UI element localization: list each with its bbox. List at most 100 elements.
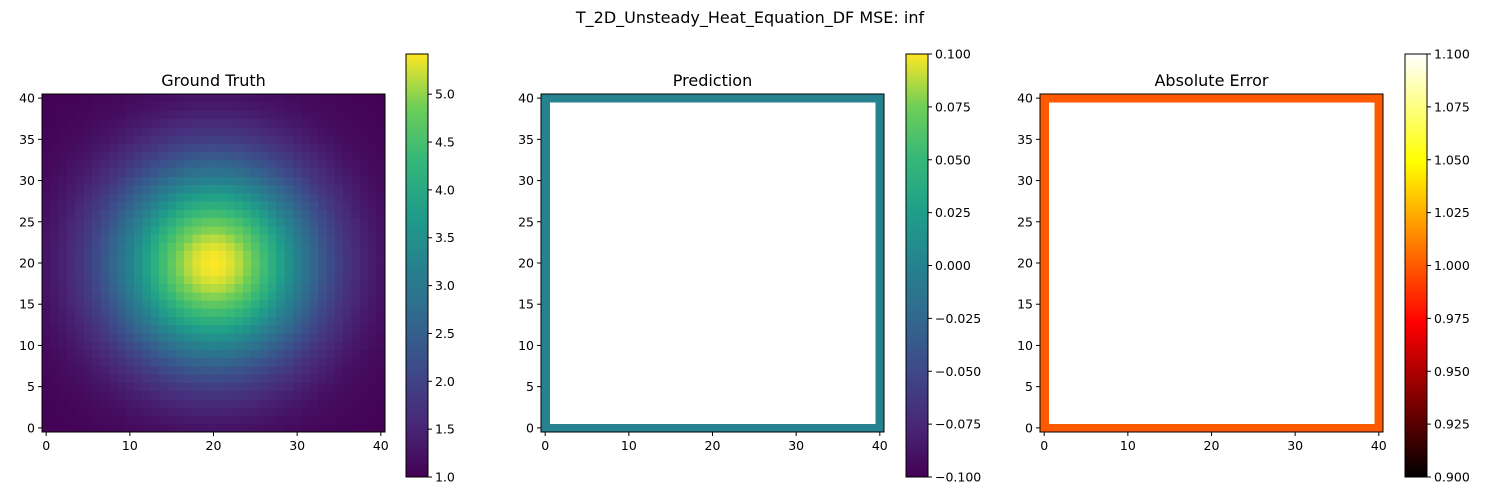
heatmap-cell <box>175 184 185 194</box>
heatmap-cell <box>192 415 202 425</box>
heatmap-cell <box>1040 102 1049 111</box>
heatmap-cell <box>234 382 244 392</box>
heatmap-cell <box>368 201 378 210</box>
heatmap-cell <box>368 242 378 252</box>
heatmap-cell <box>276 250 286 260</box>
heatmap-cell <box>1115 423 1125 433</box>
heatmap-cell <box>75 275 85 285</box>
heatmap-cell <box>309 192 319 202</box>
heatmap-cell <box>368 267 378 276</box>
heatmap-cell <box>200 366 210 375</box>
heatmap-cell <box>159 258 168 268</box>
heatmap-cell <box>582 94 592 103</box>
heatmap-cell <box>134 242 143 252</box>
heatmap-cell <box>326 192 336 202</box>
y-tick-label: 10 <box>19 338 35 353</box>
heatmap-cell <box>351 209 361 219</box>
heatmap-cell <box>100 250 110 260</box>
x-tick-label: 0 <box>42 438 50 453</box>
heatmap-cell <box>334 258 344 268</box>
heatmap-cell <box>83 102 93 111</box>
heatmap-cell <box>376 333 386 342</box>
colorbar-tick-label: 2.0 <box>435 374 455 389</box>
heatmap-cell <box>368 423 378 433</box>
heatmap-cell <box>134 176 143 186</box>
y-tick-label: 10 <box>518 338 534 353</box>
heatmap-cell <box>292 415 302 425</box>
heatmap-cell <box>368 151 378 161</box>
heatmap-cell <box>100 225 110 235</box>
heatmap-cell <box>376 341 386 350</box>
heatmap-cell <box>875 209 885 219</box>
heatmap-cell <box>184 110 193 120</box>
colorbar-tick-label: 2.5 <box>435 326 455 341</box>
heatmap-cell <box>175 135 185 144</box>
heatmap-cell <box>276 209 286 219</box>
heatmap-cell <box>251 283 260 293</box>
heatmap-cell <box>100 258 110 268</box>
heatmap-cell <box>75 110 85 120</box>
heatmap-cell <box>284 209 294 219</box>
heatmap-cell <box>134 349 143 359</box>
heatmap-cell <box>175 110 185 120</box>
heatmap-cell <box>359 357 369 367</box>
y-tick-label: 0 <box>526 420 534 435</box>
heatmap-cell <box>217 250 227 260</box>
heatmap-cell <box>259 126 269 136</box>
heatmap-cell <box>192 275 202 285</box>
heatmap-cell <box>376 209 386 219</box>
heatmap-cell <box>242 415 252 425</box>
heatmap-cell <box>184 126 193 136</box>
heatmap-cell <box>209 399 219 408</box>
colorbar-tick-label: 1.100 <box>1434 47 1470 62</box>
heatmap-cell <box>725 423 734 433</box>
heatmap-cell <box>50 143 60 153</box>
heatmap-cell <box>108 300 118 309</box>
heatmap-cell <box>1274 94 1284 103</box>
heatmap-cell <box>343 333 352 342</box>
heatmap-cell <box>251 390 260 400</box>
heatmap-cell <box>309 135 319 144</box>
heatmap-cell <box>351 217 361 227</box>
x-tick-label: 10 <box>1120 438 1136 453</box>
heatmap-cell <box>318 407 327 416</box>
heatmap-cell <box>351 234 361 243</box>
heatmap-cell <box>292 209 302 219</box>
heatmap-cell <box>226 399 235 408</box>
heatmap-cell <box>125 176 135 186</box>
colorbar-tick-label: −0.075 <box>935 417 981 432</box>
heatmap-cell <box>699 423 709 433</box>
heatmap-cell <box>75 382 85 392</box>
heatmap-cell <box>242 143 252 153</box>
colorbar-tick-label: 1.5 <box>435 422 455 437</box>
heatmap-cell <box>226 357 235 367</box>
heatmap-cell <box>92 382 101 392</box>
heatmap-cell <box>83 300 93 309</box>
heatmap-cell <box>50 283 60 293</box>
heatmap-cell <box>259 135 269 144</box>
heatmap-cell <box>175 275 185 285</box>
heatmap-cell <box>159 423 168 433</box>
heatmap-cell <box>100 201 110 210</box>
heatmap-cell <box>200 94 210 103</box>
heatmap-cell <box>125 184 135 194</box>
heatmap-cell <box>574 423 584 433</box>
heatmap-cell <box>217 258 227 268</box>
heatmap-cell <box>251 126 260 136</box>
heatmap-cell <box>100 118 110 128</box>
heatmap-cell <box>318 201 327 210</box>
heatmap-cell <box>351 349 361 359</box>
heatmap-cell <box>100 267 110 276</box>
heatmap-cell <box>58 184 68 194</box>
heatmap-cell <box>117 209 127 219</box>
heatmap-cell <box>150 407 160 416</box>
heatmap-cell <box>259 291 269 301</box>
heatmap-cell <box>75 118 85 128</box>
heatmap-cell <box>108 283 118 293</box>
heatmap-cell <box>334 366 344 375</box>
heatmap-cell <box>226 250 235 260</box>
heatmap-cell <box>284 151 294 161</box>
heatmap-cell <box>683 94 692 103</box>
heatmap-cell <box>75 357 85 367</box>
heatmap-cell <box>276 192 286 202</box>
